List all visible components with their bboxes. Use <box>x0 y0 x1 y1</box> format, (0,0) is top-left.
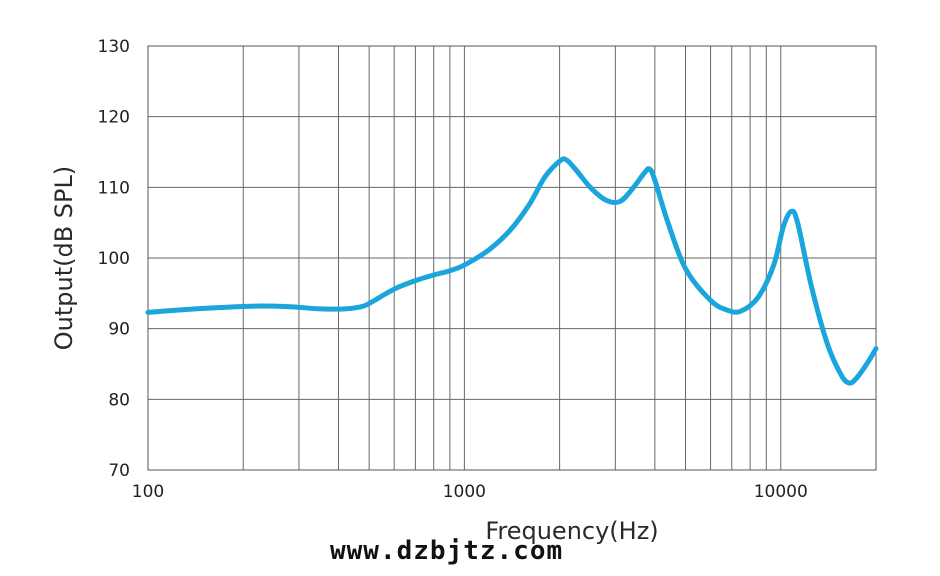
y-tick-label: 130 <box>98 37 130 57</box>
plot-frame <box>147 45 877 471</box>
x-tick-label: 10000 <box>754 482 808 502</box>
x-tick-label: 1000 <box>443 482 486 502</box>
y-tick-label: 80 <box>108 390 130 410</box>
y-axis-title: Output(dB SPL) <box>50 166 78 351</box>
y-tick-labels: 70 80 90 100 110 120 130 <box>98 37 130 481</box>
y-tick-label: 100 <box>98 249 130 269</box>
x-tick-label: 100 <box>132 482 164 502</box>
grid <box>148 46 876 470</box>
y-tick-label: 90 <box>108 320 130 340</box>
x-tick-labels: 100 1000 10000 <box>132 482 808 502</box>
x-axis-title: Frequency(Hz) <box>485 517 658 545</box>
series-line <box>145 156 879 386</box>
y-tick-label: 110 <box>98 178 130 198</box>
y-tick-label: 70 <box>108 461 130 481</box>
y-tick-label: 120 <box>98 108 130 128</box>
watermark-text: www.dzbjtz.com <box>330 536 564 566</box>
